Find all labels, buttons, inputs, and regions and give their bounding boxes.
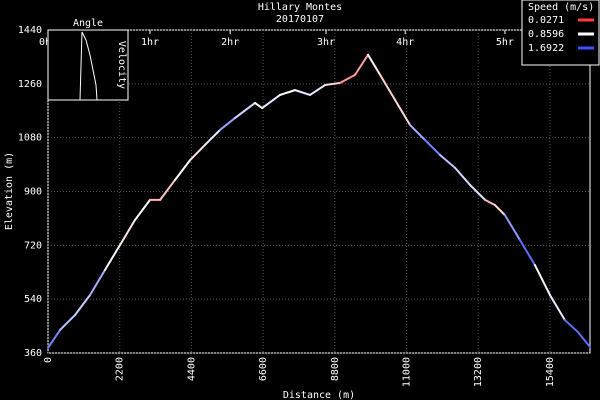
line-segment xyxy=(119,218,137,247)
x-axis-label: Distance (m) xyxy=(283,390,355,400)
top-tick-label: 2hr xyxy=(221,37,239,48)
line-segment xyxy=(367,53,382,76)
line-segment xyxy=(234,101,256,119)
line-segment xyxy=(279,89,297,96)
inset-title: Angle xyxy=(73,18,103,29)
x-tick-label: 13200 xyxy=(473,357,484,387)
inset-curve xyxy=(79,31,98,101)
line-segment xyxy=(59,314,77,331)
line-segment xyxy=(159,178,177,201)
x-tick-label: 4400 xyxy=(186,357,197,381)
y-tick-label: 1080 xyxy=(18,133,42,144)
line-segment xyxy=(424,139,442,157)
inset-frame xyxy=(47,29,129,101)
line-segment xyxy=(294,89,312,96)
top-tick-label: 4hr xyxy=(396,37,414,48)
line-segment xyxy=(104,244,122,271)
line-segment xyxy=(394,98,412,127)
top-tick-label: 3hr xyxy=(317,37,335,48)
line-segment xyxy=(533,264,551,296)
line-segment xyxy=(439,154,457,169)
line-segment xyxy=(89,268,107,296)
line-segment xyxy=(261,93,282,110)
line-segment xyxy=(354,53,370,76)
line-segment xyxy=(339,73,357,84)
legend: Speed (m/s) 0.0271 0.8596 1.6922 xyxy=(521,0,600,66)
line-segment xyxy=(174,159,192,181)
x-tick-label: 2200 xyxy=(115,357,126,381)
line-segment xyxy=(563,319,579,334)
line-segment xyxy=(204,128,222,146)
legend-label: 0.8596 xyxy=(528,29,564,40)
y-tick-label: 720 xyxy=(24,240,42,251)
inset: Angle Velocity xyxy=(47,18,129,101)
legend-title: Speed (m/s) xyxy=(528,2,594,13)
line-segment xyxy=(548,293,566,322)
chart-subtitle: 20170107 xyxy=(276,14,324,25)
line-segment xyxy=(518,238,536,267)
y-tick-label: 540 xyxy=(24,294,42,305)
line-segment xyxy=(469,183,487,201)
line-segment xyxy=(379,73,397,101)
y-axis-label: Elevation (m) xyxy=(4,152,15,230)
line-segment xyxy=(134,198,152,221)
x-tick-label: 6600 xyxy=(258,357,269,381)
line-segment xyxy=(493,203,506,217)
x-tick-label: 15400 xyxy=(545,357,556,387)
line-segment xyxy=(253,101,264,110)
line-segment xyxy=(576,331,591,349)
chart-title: Hillary Montes xyxy=(258,2,342,13)
line-segment xyxy=(189,143,207,162)
top-tick-label: 5hr xyxy=(496,37,514,48)
line-segment xyxy=(219,116,237,131)
legend-label: 0.0271 xyxy=(528,15,564,26)
y-tick-label: 900 xyxy=(24,187,42,198)
y-tick-label: 1260 xyxy=(18,79,42,90)
x-tick-label: 8800 xyxy=(330,357,341,381)
x-tick-label: 0 xyxy=(43,357,54,363)
legend-label: 1.6922 xyxy=(528,43,564,54)
top-tick-label: 1hr xyxy=(141,37,159,48)
line-segment xyxy=(409,124,427,142)
line-segment xyxy=(324,81,342,87)
x-tick-label: 11000 xyxy=(402,357,413,387)
y-tick-label: 1440 xyxy=(18,25,42,36)
inset-y-label: Velocity xyxy=(116,41,127,89)
line-segment xyxy=(484,198,496,206)
line-segment xyxy=(503,214,521,241)
y-tick-label: 360 xyxy=(24,348,42,359)
line-segment xyxy=(309,84,327,96)
line-segment xyxy=(47,328,62,349)
line-segment xyxy=(454,166,472,186)
line-segment xyxy=(74,293,92,317)
